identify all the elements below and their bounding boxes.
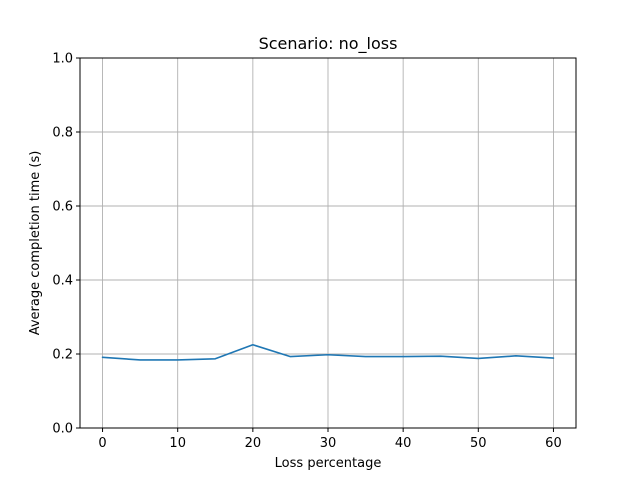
- x-tick-label: 0: [98, 436, 106, 451]
- series-layer: [101, 343, 555, 361]
- x-tick-label: 30: [320, 436, 337, 451]
- x-tick-label: 40: [395, 436, 412, 451]
- x-tick-label: 20: [245, 436, 262, 451]
- x-tick-label: 60: [545, 436, 562, 451]
- x-tick-label: 50: [470, 436, 487, 451]
- y-tick-label: 0.6: [52, 200, 73, 215]
- x-tick-label: 10: [169, 436, 186, 451]
- ticks: 0 10 20 30 40 50 60 0.0 0.2 0.4 0.6 0.8 1.0: [52, 52, 561, 452]
- x-axis-label: Loss percentage: [275, 456, 382, 471]
- chart-title: Scenario: no_loss: [259, 34, 398, 54]
- y-tick-label: 1.0: [52, 52, 73, 67]
- y-axis-label: Average completion time (s): [28, 151, 43, 336]
- y-tick-label: 0.0: [52, 422, 73, 437]
- y-tick-label: 0.4: [52, 274, 73, 289]
- y-tick-label: 0.8: [52, 126, 73, 141]
- y-tick-label: 0.2: [52, 348, 73, 363]
